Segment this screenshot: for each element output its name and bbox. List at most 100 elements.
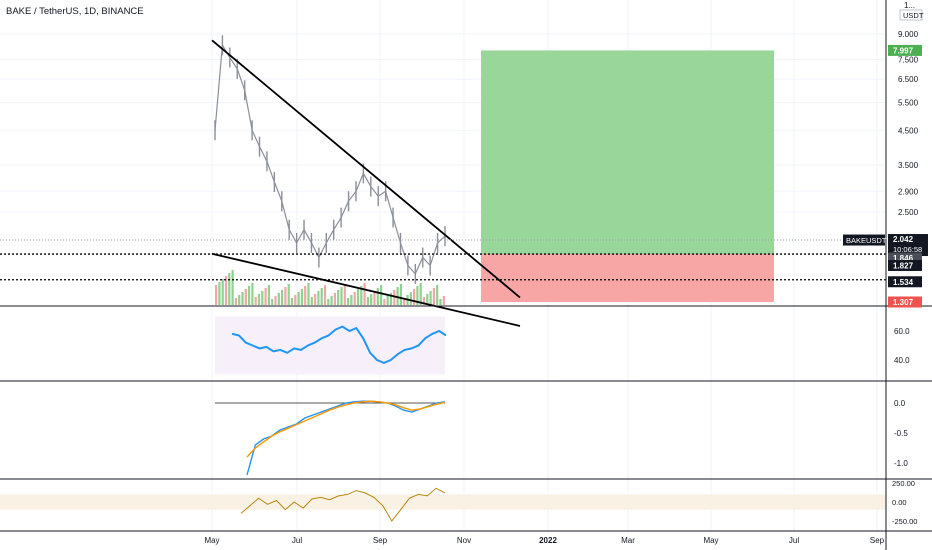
macd-tick-label: -1.0 (894, 459, 908, 468)
y-tick-label: 9.000 (898, 30, 919, 39)
volume-bar (442, 296, 445, 305)
volume-bar (317, 291, 320, 305)
y-axis-top-label: 1... (904, 1, 915, 10)
symbol-tag: BAKEUSDT (846, 236, 887, 245)
cci-tick-label: -250.00 (892, 517, 917, 526)
volume-bar (297, 292, 300, 305)
volume-bar (241, 292, 244, 305)
volume-bar (327, 299, 330, 305)
volume-bar (389, 293, 393, 305)
volume-bar (413, 289, 416, 305)
volume-bar (403, 298, 406, 305)
x-tick-label: 2022 (539, 536, 557, 545)
volume-bar (228, 273, 231, 305)
trendline-lower[interactable] (211, 252, 521, 327)
volume-bar (419, 283, 422, 305)
volume-bar (350, 295, 353, 305)
volume-bar (429, 291, 432, 305)
position-zones[interactable] (481, 50, 774, 302)
cci-tick-label: 250.00 (892, 479, 915, 488)
volume-bar (290, 298, 294, 305)
target-tag: 7.997 (893, 46, 914, 55)
volume-bar (376, 288, 379, 305)
price-levels (0, 239, 886, 281)
volume-bar (244, 289, 247, 305)
entry-tag-bg (888, 252, 922, 264)
volume-bar (330, 296, 333, 305)
y-tick-label: 6.500 (898, 75, 919, 84)
volume-bar (343, 284, 346, 305)
volume-bar (323, 285, 327, 305)
volume-bar (360, 286, 363, 305)
volume-bar (271, 299, 274, 305)
rsi-tick-label: 60.0 (894, 327, 910, 336)
volume-bar (231, 270, 234, 305)
stop-zone[interactable] (481, 254, 774, 302)
volume-bar (439, 299, 442, 305)
symbol-title: BAKE / TetherUS, 1D, BINANCE (6, 6, 144, 17)
volume-bar (356, 289, 360, 305)
volume-bar (436, 285, 439, 305)
volume-bar (399, 284, 402, 305)
volume-bar (300, 289, 303, 305)
macd-tick-label: 0.0 (894, 399, 906, 408)
support-tag-bg (888, 276, 922, 288)
macd-signal-line (246, 400, 446, 458)
candles (214, 35, 446, 284)
price-axis[interactable]: 1...USDT 9.000 7.500 6.500 5.500 4.500 3.500 2.… (892, 1, 924, 526)
x-tick-label: Nov (457, 536, 471, 545)
volume-bar (234, 298, 237, 305)
volume-bar (257, 294, 261, 305)
volume-bar (409, 292, 412, 305)
y-tick-label: 5.500 (898, 98, 919, 107)
price-line (214, 43, 446, 275)
volume-bar (396, 287, 399, 305)
volume-bar (267, 285, 270, 305)
volume-bar (284, 287, 287, 305)
countdown-tag: 10:06:58 (893, 245, 922, 254)
cci-band (0, 494, 886, 510)
volume-bar (254, 297, 257, 305)
target-zone[interactable] (481, 50, 774, 255)
indicators (0, 316, 886, 522)
level-tag-bg (888, 259, 922, 271)
volume-bar (307, 283, 310, 305)
volume-bar (422, 297, 426, 305)
cci-line (240, 487, 446, 522)
x-tick-label: Jul (292, 536, 302, 545)
volume-bar (370, 294, 373, 305)
volume-bar (215, 285, 218, 305)
volume-bar (340, 287, 343, 305)
volume-bar (386, 296, 389, 305)
rsi-tick-label: 40.0 (894, 356, 910, 365)
volume-bars (215, 270, 445, 305)
volume-bar (333, 293, 336, 305)
x-tick-label: Mar (621, 536, 635, 545)
volume-bar (238, 295, 241, 305)
volume-bar (274, 296, 277, 305)
volume-bar (347, 298, 350, 305)
y-tick-label: 4.500 (898, 126, 919, 135)
volume-bar (363, 283, 366, 305)
volume-bar (353, 292, 356, 305)
volume-bar (251, 283, 254, 305)
x-tick-label: May (703, 536, 718, 545)
volume-bar (248, 286, 251, 305)
time-axis[interactable]: May Jul Sep Nov 2022 Mar May Jul Sep (204, 536, 884, 545)
volume-bar (366, 297, 369, 305)
stop-tag-bg (888, 296, 922, 308)
stop-tag: 1.307 (893, 298, 914, 307)
x-tick-label: May (204, 536, 219, 545)
target-tag-bg (888, 44, 922, 56)
x-tick-label: Sep (373, 536, 388, 545)
volume-bar (261, 291, 264, 305)
support-tag: 1.534 (893, 278, 914, 287)
volume-bar (264, 288, 267, 305)
volume-bar (380, 285, 383, 305)
rsi-band (215, 316, 445, 375)
volume-bar (304, 286, 307, 305)
macd-tick-label: -0.5 (894, 429, 908, 438)
volume-bar (314, 294, 317, 305)
